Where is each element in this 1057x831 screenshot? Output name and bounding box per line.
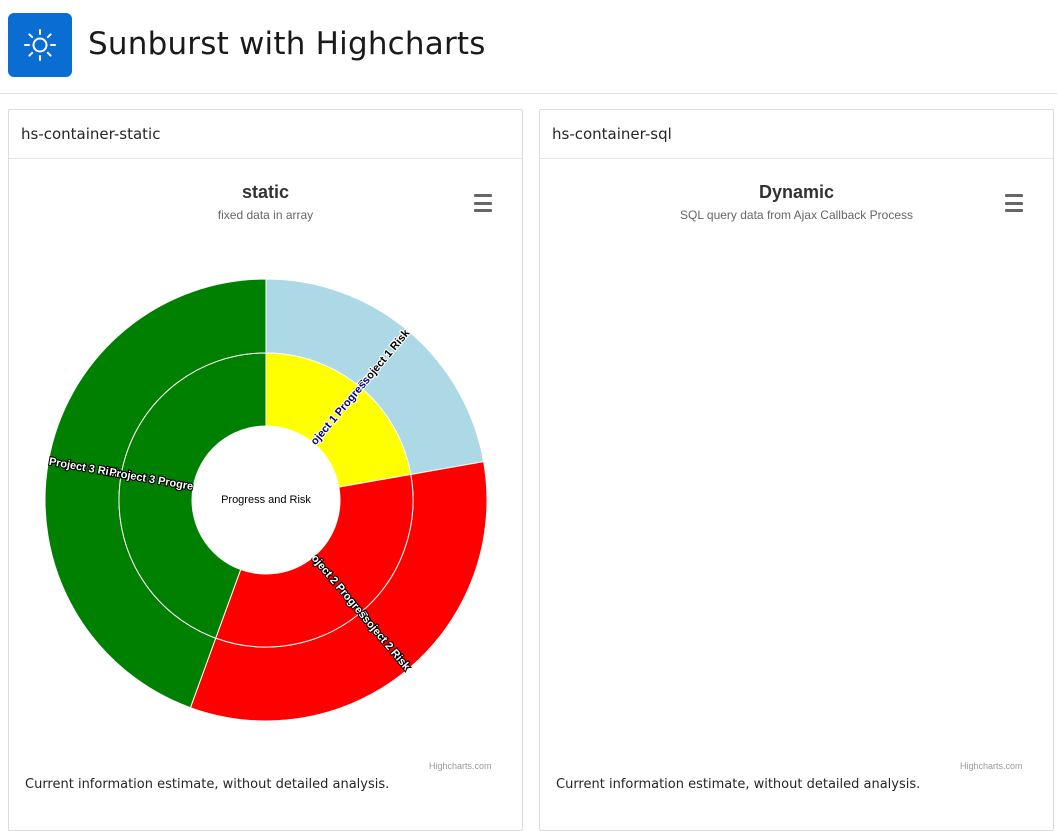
hamburger-menu-icon[interactable]	[1000, 192, 1028, 214]
sun-icon	[8, 13, 72, 77]
region-heading: hs-container-static	[9, 110, 522, 159]
hamburger-menu-icon[interactable]	[469, 192, 497, 214]
chart-subtitle: SQL query data from Ajax Callback Proces…	[680, 208, 913, 222]
region-sql: hs-container-sql Dynamic SQL query data …	[539, 109, 1054, 831]
app-header: Sunburst with Highcharts	[0, 0, 1057, 94]
chart-title: Dynamic	[758, 182, 835, 202]
region-static: hs-container-static static fixed data in…	[8, 109, 523, 831]
sunburst-root-label: Progress and Risk	[221, 494, 311, 506]
credits-link[interactable]: Highcharts.com	[960, 761, 1023, 771]
sunburst-inner-slice[interactable]	[265, 352, 412, 488]
sunburst-root[interactable]	[192, 426, 340, 574]
chart-caption: Current information estimate, without de…	[556, 777, 921, 792]
credits-link[interactable]: Highcharts.com	[429, 761, 492, 771]
chart-caption: Current information estimate, without de…	[25, 777, 390, 792]
chart-title: static	[241, 182, 290, 202]
sunburst-chart	[540, 260, 1053, 760]
page-title: Sunburst with Highcharts	[88, 26, 486, 62]
region-heading: hs-container-sql	[540, 110, 1053, 159]
chart-subtitle: fixed data in array	[217, 208, 314, 222]
